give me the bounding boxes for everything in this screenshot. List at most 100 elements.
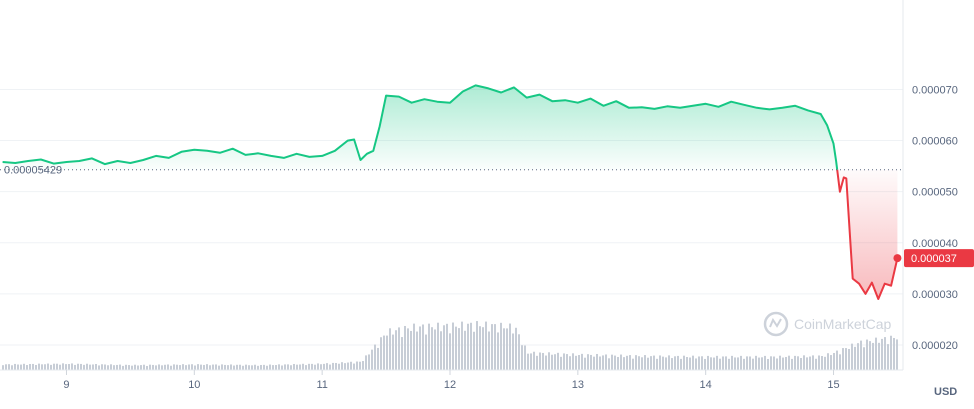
volume-bar (776, 358, 778, 370)
volume-bar (278, 364, 280, 370)
volume-bar (233, 365, 235, 370)
volume-bar (707, 355, 709, 370)
volume-bar (383, 335, 385, 370)
price-line (2, 84, 899, 300)
volume-bar (380, 337, 382, 370)
volume-bars (2, 321, 898, 370)
volume-bar (539, 352, 541, 370)
volume-bar (44, 364, 46, 370)
volume-bar (203, 364, 205, 370)
price-area (2, 85, 898, 299)
y-tick-label: 0.000050 (912, 187, 958, 199)
x-tick-label: 10 (188, 379, 200, 391)
volume-bar (344, 363, 346, 370)
volume-bar (437, 322, 439, 370)
volume-bar (422, 324, 424, 370)
volume-bar (335, 362, 337, 370)
volume-bar (500, 322, 502, 370)
volume-bar (695, 358, 697, 370)
volume-bar (470, 322, 472, 370)
volume-bar (368, 354, 370, 370)
volume-bar (359, 361, 361, 370)
volume-bar (242, 365, 244, 370)
volume-bar (647, 357, 649, 370)
volume-bar (116, 364, 118, 370)
volume-bar (284, 364, 286, 370)
volume-bar (872, 342, 874, 370)
volume-bar (452, 322, 454, 370)
volume-bar (875, 337, 877, 370)
volume-bar (395, 330, 397, 370)
volume-bar (614, 355, 616, 370)
volume-bar (416, 331, 418, 370)
coinmarketcap-logo-icon (763, 311, 789, 337)
volume-bar (713, 357, 715, 370)
volume-bar (26, 365, 28, 370)
volume-bar (353, 363, 355, 370)
volume-bar (338, 363, 340, 370)
volume-bar (728, 358, 730, 370)
volume-bar (341, 362, 343, 370)
volume-bar (200, 364, 202, 370)
volume-bar (596, 353, 598, 370)
volume-bar (104, 364, 106, 370)
volume-bar (53, 363, 55, 370)
volume-bar (59, 364, 61, 370)
volume-bar (137, 365, 139, 370)
volume-bar (818, 355, 820, 370)
volume-bar (14, 363, 16, 370)
volume-bar (212, 364, 214, 370)
volume-bar (887, 344, 889, 370)
volume-bar (35, 364, 37, 370)
volume-bar (893, 338, 895, 370)
volume-bar (884, 337, 886, 370)
volume-bar (110, 364, 112, 370)
volume-bar (761, 357, 763, 370)
volume-bar (134, 364, 136, 370)
volume-bar (224, 364, 226, 370)
volume-bar (773, 356, 775, 370)
x-tick-label: 14 (700, 379, 712, 391)
volume-bar (464, 330, 466, 370)
currency-unit-label: USD (934, 386, 957, 398)
volume-bar (98, 365, 100, 370)
volume-bar (440, 331, 442, 370)
y-tick-label: 0.000060 (912, 136, 958, 148)
volume-bar (386, 335, 388, 370)
volume-bar (716, 355, 718, 370)
volume-bar (449, 333, 451, 370)
volume-bar (254, 364, 256, 370)
volume-bar (524, 345, 526, 370)
reference-line: 0.00005429 (0, 165, 903, 177)
volume-bar (623, 357, 625, 370)
volume-bar (398, 327, 400, 370)
volume-bar (860, 340, 862, 370)
volume-bar (617, 356, 619, 370)
volume-bar (626, 355, 628, 370)
volume-bar (272, 365, 274, 370)
volume-bar (143, 364, 145, 370)
volume-bar (230, 364, 232, 370)
volume-bar (515, 327, 517, 370)
volume-bar (668, 355, 670, 370)
volume-bar (281, 365, 283, 370)
volume-bar (512, 333, 514, 370)
volume-bar (863, 347, 865, 370)
volume-bar (362, 361, 364, 370)
volume-bar (89, 364, 91, 370)
volume-bar (299, 364, 301, 370)
y-tick-label: 0.000020 (912, 340, 958, 352)
volume-bar (725, 356, 727, 370)
volume-bar (650, 356, 652, 370)
volume-bar (458, 328, 460, 370)
x-tick-label: 9 (63, 379, 69, 391)
volume-bar (443, 325, 445, 370)
volume-bar (17, 364, 19, 370)
volume-bar (83, 364, 85, 370)
volume-bar (293, 363, 295, 370)
volume-bar (485, 321, 487, 370)
volume-bar (833, 352, 835, 370)
volume-bar (482, 327, 484, 370)
volume-bar (878, 342, 880, 370)
volume-bar (77, 363, 79, 370)
